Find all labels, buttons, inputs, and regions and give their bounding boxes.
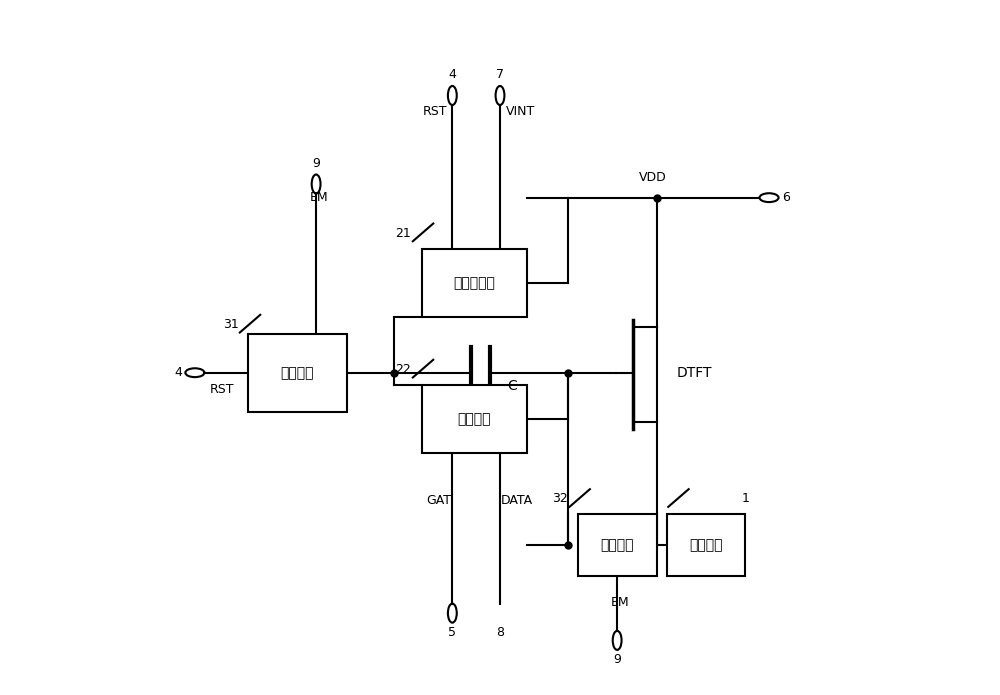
Text: 初始化单元: 初始化单元 bbox=[454, 276, 495, 290]
Text: EM: EM bbox=[310, 191, 329, 204]
Text: 31: 31 bbox=[223, 318, 239, 331]
Text: 8: 8 bbox=[496, 626, 504, 639]
Text: 4: 4 bbox=[448, 69, 456, 81]
Text: 7: 7 bbox=[496, 69, 504, 81]
FancyBboxPatch shape bbox=[248, 334, 347, 412]
Text: 1: 1 bbox=[741, 492, 749, 505]
Text: 4: 4 bbox=[174, 366, 182, 379]
Text: RST: RST bbox=[423, 104, 448, 117]
Text: 22: 22 bbox=[395, 363, 411, 376]
Text: 发光元件: 发光元件 bbox=[689, 538, 723, 552]
Text: 9: 9 bbox=[312, 157, 320, 170]
Text: VDD: VDD bbox=[639, 171, 667, 183]
Text: 9: 9 bbox=[613, 653, 621, 666]
Text: 稳压单元: 稳压单元 bbox=[281, 366, 314, 380]
Text: 21: 21 bbox=[395, 227, 411, 240]
Text: VINT: VINT bbox=[506, 104, 535, 117]
Text: 32: 32 bbox=[552, 492, 568, 505]
Text: DATA: DATA bbox=[501, 494, 533, 507]
Text: C: C bbox=[507, 379, 517, 393]
Text: 采样单元: 采样单元 bbox=[458, 412, 491, 426]
Text: 5: 5 bbox=[448, 626, 456, 639]
Text: 6: 6 bbox=[782, 191, 790, 204]
FancyBboxPatch shape bbox=[422, 249, 527, 317]
Text: DTFT: DTFT bbox=[677, 366, 713, 379]
Text: GAT: GAT bbox=[426, 494, 451, 507]
FancyBboxPatch shape bbox=[578, 514, 657, 575]
Text: 导通单元: 导通单元 bbox=[601, 538, 634, 552]
FancyBboxPatch shape bbox=[422, 385, 527, 453]
Text: EM: EM bbox=[611, 596, 630, 610]
Text: RST: RST bbox=[210, 383, 234, 396]
FancyBboxPatch shape bbox=[667, 514, 745, 575]
